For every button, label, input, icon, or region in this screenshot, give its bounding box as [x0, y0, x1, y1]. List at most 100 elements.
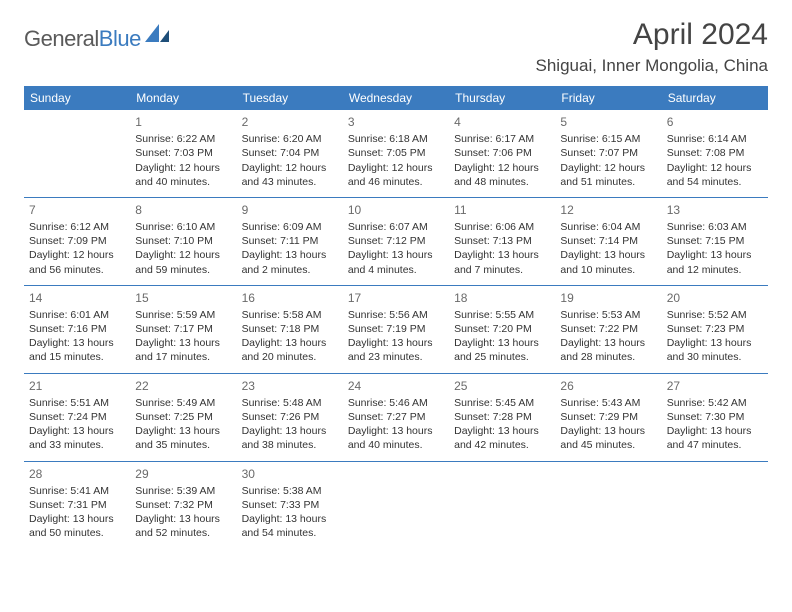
calendar-cell: 14 Sunrise: 6:01 AMSunset: 7:16 PMDayligh…: [24, 285, 130, 373]
sunset-line: Sunset: 7:13 PM: [454, 234, 550, 248]
calendar-row: 7Sunrise: 6:12 AMSunset: 7:09 PMDaylight…: [24, 197, 768, 285]
daylight-line: Daylight: 13 hours and 10 minutes.: [560, 248, 656, 276]
calendar-cell: 20Sunrise: 5:52 AMSunset: 7:23 PMDayligh…: [662, 285, 768, 373]
sunset-line: Sunset: 7:10 PM: [135, 234, 231, 248]
daylight-line: Daylight: 13 hours and 15 minutes.: [29, 336, 125, 364]
calendar-cell: [449, 461, 555, 548]
sunrise-line: Sunrise: 6:01 AM: [29, 308, 125, 322]
daylight-line: Daylight: 12 hours and 48 minutes.: [454, 161, 550, 189]
daylight-line: Daylight: 13 hours and 30 minutes.: [667, 336, 763, 364]
daylight-line: Daylight: 13 hours and 42 minutes.: [454, 424, 550, 452]
sunset-line: Sunset: 7:32 PM: [135, 498, 231, 512]
header: GeneralBlue April 2024 Shiguai, Inner Mo…: [24, 18, 768, 76]
day-number: 4: [454, 114, 550, 130]
calendar-cell: 16Sunrise: 5:58 AMSunset: 7:18 PMDayligh…: [237, 285, 343, 373]
calendar-cell: 8Sunrise: 6:10 AMSunset: 7:10 PMDaylight…: [130, 197, 236, 285]
sunset-line: Sunset: 7:16 PM: [29, 322, 125, 336]
day-number: 2: [242, 114, 338, 130]
calendar-cell: 3Sunrise: 6:18 AMSunset: 7:05 PMDaylight…: [343, 110, 449, 197]
sunrise-line: Sunrise: 5:59 AM: [135, 308, 231, 322]
sunset-line: Sunset: 7:14 PM: [560, 234, 656, 248]
calendar-cell: 29Sunrise: 5:39 AMSunset: 7:32 PMDayligh…: [130, 461, 236, 548]
sunrise-line: Sunrise: 5:41 AM: [29, 484, 125, 498]
sunset-line: Sunset: 7:33 PM: [242, 498, 338, 512]
logo-word2: Blue: [99, 26, 141, 51]
calendar-cell: 24Sunrise: 5:46 AMSunset: 7:27 PMDayligh…: [343, 373, 449, 461]
logo-text: GeneralBlue: [24, 26, 141, 52]
calendar-cell: 15Sunrise: 5:59 AMSunset: 7:17 PMDayligh…: [130, 285, 236, 373]
calendar-cell: 21Sunrise: 5:51 AMSunset: 7:24 PMDayligh…: [24, 373, 130, 461]
sunrise-line: Sunrise: 6:10 AM: [135, 220, 231, 234]
logo-sail-icon: [145, 24, 171, 45]
weekday-header: Monday: [130, 86, 236, 110]
day-number: 15: [135, 290, 231, 306]
weekday-header-row: Sunday Monday Tuesday Wednesday Thursday…: [24, 86, 768, 110]
day-number: 14: [29, 290, 125, 306]
sunset-line: Sunset: 7:12 PM: [348, 234, 444, 248]
sunrise-line: Sunrise: 5:49 AM: [135, 396, 231, 410]
sunset-line: Sunset: 7:06 PM: [454, 146, 550, 160]
calendar-cell: 2Sunrise: 6:20 AMSunset: 7:04 PMDaylight…: [237, 110, 343, 197]
day-number: 17: [348, 290, 444, 306]
sunrise-line: Sunrise: 5:48 AM: [242, 396, 338, 410]
day-number: 5: [560, 114, 656, 130]
sunrise-line: Sunrise: 6:14 AM: [667, 132, 763, 146]
calendar-cell: [662, 461, 768, 548]
daylight-line: Daylight: 13 hours and 12 minutes.: [667, 248, 763, 276]
sunset-line: Sunset: 7:27 PM: [348, 410, 444, 424]
calendar-table: Sunday Monday Tuesday Wednesday Thursday…: [24, 86, 768, 548]
calendar-cell: 5Sunrise: 6:15 AMSunset: 7:07 PMDaylight…: [555, 110, 661, 197]
day-number: 6: [667, 114, 763, 130]
day-number: 12: [560, 202, 656, 218]
calendar-row: 21Sunrise: 5:51 AMSunset: 7:24 PMDayligh…: [24, 373, 768, 461]
day-number: 11: [454, 202, 550, 218]
calendar-cell: [343, 461, 449, 548]
day-number: 8: [135, 202, 231, 218]
daylight-line: Daylight: 13 hours and 28 minutes.: [560, 336, 656, 364]
sunrise-line: Sunrise: 5:45 AM: [454, 396, 550, 410]
sunset-line: Sunset: 7:07 PM: [560, 146, 656, 160]
calendar-row: 14Sunrise: 6:01 AMSunset: 7:16 PMDayligh…: [24, 285, 768, 373]
sunrise-line: Sunrise: 5:55 AM: [454, 308, 550, 322]
sunrise-line: Sunrise: 5:42 AM: [667, 396, 763, 410]
sunset-line: Sunset: 7:17 PM: [135, 322, 231, 336]
sunset-line: Sunset: 7:11 PM: [242, 234, 338, 248]
sunset-line: Sunset: 7:03 PM: [135, 146, 231, 160]
daylight-line: Daylight: 12 hours and 40 minutes.: [135, 161, 231, 189]
daylight-line: Daylight: 12 hours and 51 minutes.: [560, 161, 656, 189]
calendar-cell: 25Sunrise: 5:45 AMSunset: 7:28 PMDayligh…: [449, 373, 555, 461]
daylight-line: Daylight: 13 hours and 4 minutes.: [348, 248, 444, 276]
weekday-header: Thursday: [449, 86, 555, 110]
calendar-cell: 13Sunrise: 6:03 AMSunset: 7:15 PMDayligh…: [662, 197, 768, 285]
day-number: 7: [29, 202, 125, 218]
weekday-header: Saturday: [662, 86, 768, 110]
calendar-row: 28Sunrise: 5:41 AMSunset: 7:31 PMDayligh…: [24, 461, 768, 548]
sunrise-line: Sunrise: 5:56 AM: [348, 308, 444, 322]
sunrise-line: Sunrise: 5:58 AM: [242, 308, 338, 322]
sunset-line: Sunset: 7:04 PM: [242, 146, 338, 160]
daylight-line: Daylight: 13 hours and 25 minutes.: [454, 336, 550, 364]
sunset-line: Sunset: 7:19 PM: [348, 322, 444, 336]
sunset-line: Sunset: 7:29 PM: [560, 410, 656, 424]
daylight-line: Daylight: 13 hours and 52 minutes.: [135, 512, 231, 540]
sunset-line: Sunset: 7:08 PM: [667, 146, 763, 160]
sunrise-line: Sunrise: 6:07 AM: [348, 220, 444, 234]
calendar-cell: 28Sunrise: 5:41 AMSunset: 7:31 PMDayligh…: [24, 461, 130, 548]
sunrise-line: Sunrise: 6:12 AM: [29, 220, 125, 234]
day-number: 1: [135, 114, 231, 130]
calendar-body: 1Sunrise: 6:22 AMSunset: 7:03 PMDaylight…: [24, 110, 768, 548]
sunrise-line: Sunrise: 6:06 AM: [454, 220, 550, 234]
calendar-cell: 4Sunrise: 6:17 AMSunset: 7:06 PMDaylight…: [449, 110, 555, 197]
calendar-cell: 9Sunrise: 6:09 AMSunset: 7:11 PMDaylight…: [237, 197, 343, 285]
sunrise-line: Sunrise: 6:20 AM: [242, 132, 338, 146]
calendar-cell: 27Sunrise: 5:42 AMSunset: 7:30 PMDayligh…: [662, 373, 768, 461]
calendar-cell: [555, 461, 661, 548]
weekday-header: Sunday: [24, 86, 130, 110]
daylight-line: Daylight: 13 hours and 23 minutes.: [348, 336, 444, 364]
sunrise-line: Sunrise: 5:39 AM: [135, 484, 231, 498]
day-number: 21: [29, 378, 125, 394]
sunset-line: Sunset: 7:15 PM: [667, 234, 763, 248]
calendar-cell: [24, 110, 130, 197]
daylight-line: Daylight: 13 hours and 2 minutes.: [242, 248, 338, 276]
day-number: 26: [560, 378, 656, 394]
